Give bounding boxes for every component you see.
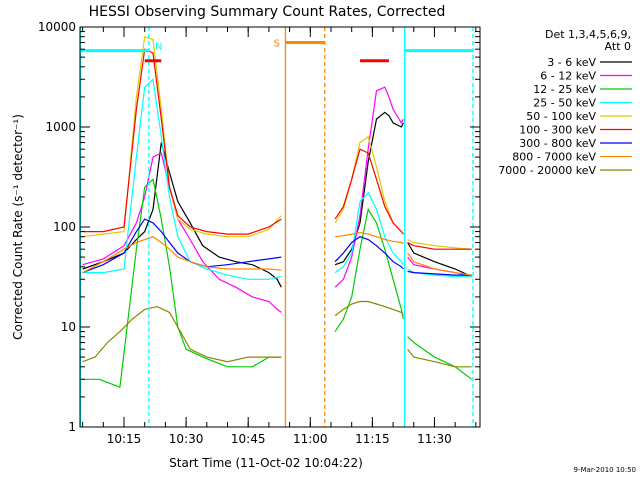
series-line	[334, 148, 404, 235]
legend-label: 50 - 100 keV	[526, 110, 596, 123]
series-800-7000-kev	[82, 231, 472, 276]
series-line	[82, 218, 282, 274]
x-tick-label: 11:15	[355, 432, 390, 446]
series-line	[82, 48, 282, 235]
series-layer	[82, 35, 473, 389]
series-line	[82, 178, 282, 389]
y-tick-label: 1	[68, 420, 76, 434]
legend-label: 3 - 6 keV	[547, 56, 596, 69]
legend-label: 7000 - 20000 keV	[498, 164, 596, 177]
series-line	[82, 236, 282, 274]
x-tick-label: 10:45	[231, 432, 266, 446]
series-line	[82, 305, 282, 363]
y-tick-label: 1000	[45, 120, 76, 134]
chart-title: HESSI Observing Summary Count Rates, Cor…	[89, 4, 446, 20]
series-line	[407, 238, 472, 250]
series-line	[334, 135, 404, 235]
y-tick-label: 100	[53, 220, 76, 234]
series-line	[82, 142, 282, 288]
series-line	[334, 111, 404, 266]
series-line	[407, 252, 472, 276]
series-line	[82, 78, 282, 280]
series-line	[335, 231, 404, 245]
legend-header-line1: Det 1,3,4,5,6,9,	[545, 28, 631, 41]
legend-label: 300 - 800 keV	[519, 137, 596, 150]
x-axis: 10:15 10:30 10:45 11:00 11:15 11:30	[82, 27, 477, 446]
legend-label: 12 - 25 keV	[533, 83, 596, 96]
series-line	[334, 236, 404, 270]
series-7000-20000-kev	[82, 300, 472, 368]
annotation-label-s: S	[273, 38, 279, 49]
series-line	[334, 86, 404, 288]
series-100-300-kev	[82, 48, 472, 250]
series-line	[334, 207, 404, 332]
datestamp: 9-Mar-2010 10:50	[574, 466, 636, 474]
series-300-800-kev	[82, 218, 472, 276]
y-axis: 1 10 100 1000 10000	[38, 20, 480, 434]
legend-label: 25 - 50 keV	[533, 97, 596, 110]
series-line	[407, 336, 473, 380]
series-line	[82, 35, 282, 238]
series-line	[407, 270, 472, 276]
series-25-50-kev	[82, 78, 472, 280]
x-tick-label: 10:30	[169, 432, 204, 446]
series-line	[407, 241, 472, 250]
y-tick-label: 10000	[38, 20, 76, 34]
series-line	[407, 242, 472, 278]
x-axis-label: Start Time (11-Oct-02 10:04:22)	[169, 456, 363, 470]
x-tick-label: 11:30	[417, 432, 452, 446]
legend-label: 800 - 7000 keV	[512, 151, 596, 164]
series-line	[407, 348, 472, 368]
x-tick-label: 10:15	[107, 432, 142, 446]
series-12-25-kev	[82, 178, 473, 389]
series-line	[407, 268, 472, 278]
x-tick-label: 11:00	[293, 432, 328, 446]
y-axis-label: Corrected Count Rate (s⁻¹ detector⁻¹)	[11, 114, 25, 340]
series-3-6-kev	[82, 111, 472, 288]
legend-label: 100 - 300 keV	[519, 124, 596, 137]
annotation-label-n: N	[155, 42, 162, 53]
y-tick-label: 10	[61, 320, 76, 334]
legend-label: 6 - 12 keV	[540, 70, 596, 83]
series-line	[334, 191, 404, 274]
legend-header-line2: Att 0	[605, 40, 631, 53]
series-line	[334, 300, 404, 317]
